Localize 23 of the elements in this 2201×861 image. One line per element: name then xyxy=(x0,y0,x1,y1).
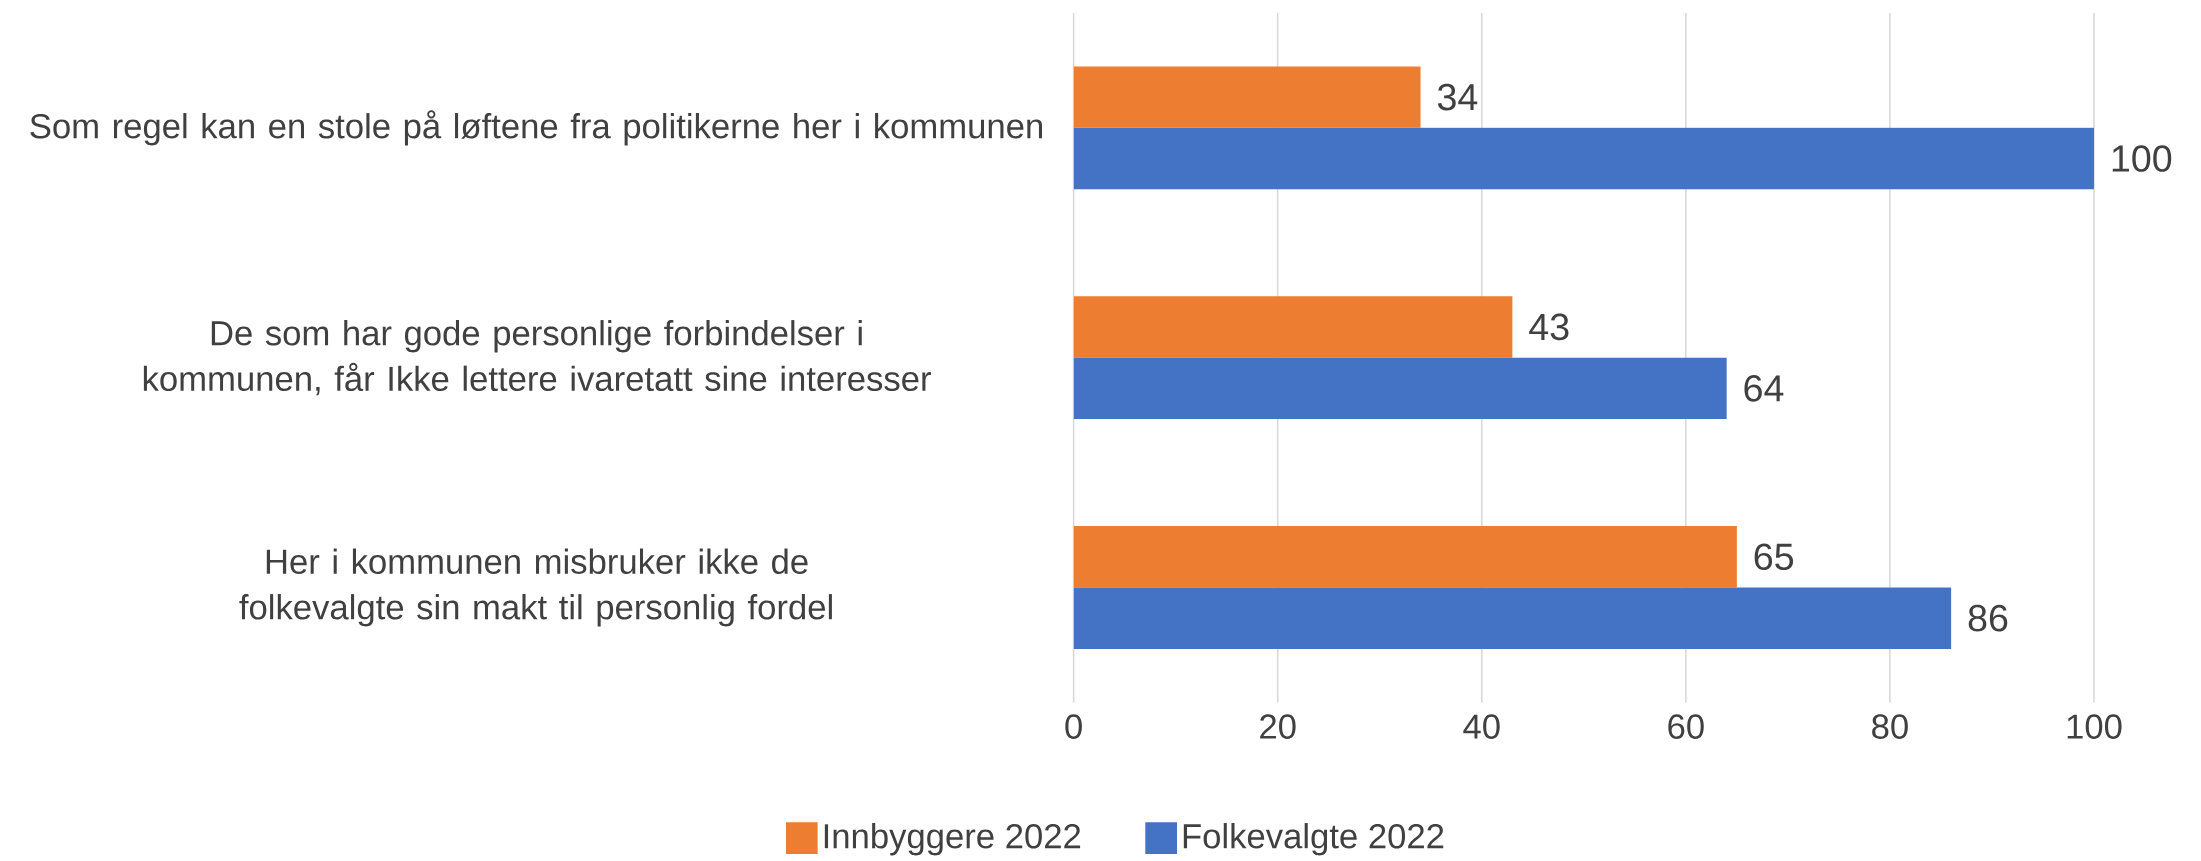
data-label: 34 xyxy=(1437,83,1478,111)
data-label: 65 xyxy=(1754,543,1794,570)
bar xyxy=(1073,296,1513,358)
x-tick-label: 20 xyxy=(1260,714,1296,739)
data-label: 64 xyxy=(1744,374,1784,402)
bar xyxy=(1073,66,1421,128)
x-tick-label: 40 xyxy=(1463,714,1500,739)
bar xyxy=(1073,127,2094,190)
data-label: 86 xyxy=(1968,604,2008,632)
x-tick-label: 100 xyxy=(2067,714,2122,739)
x-tick-label: 80 xyxy=(1872,714,1908,739)
y-tick-label: Her i kommunen misbruker ikke de folkevalgte sin makt til personlig fordel xyxy=(239,548,832,627)
y-tick-label: De som har gode personlige forbindelser i kommunen, får Ikke lettere ivaretatt sine interesser xyxy=(143,319,931,396)
data-label: 43 xyxy=(1529,313,1569,341)
bar xyxy=(1073,525,1737,588)
legend-label: Folkevalgte 2022 xyxy=(1183,822,1444,856)
bar xyxy=(1073,357,1727,419)
legend-label: Innbyggere 2022 xyxy=(824,822,1081,856)
data-label: 100 xyxy=(2112,145,2172,172)
x-tick-label: 0 xyxy=(1065,714,1082,739)
bar xyxy=(1073,587,1952,649)
x-tick-label: 60 xyxy=(1668,714,1704,739)
y-tick-label: Som regel kan en stole på løftene fra politikerne her i kommunen xyxy=(30,110,1042,146)
